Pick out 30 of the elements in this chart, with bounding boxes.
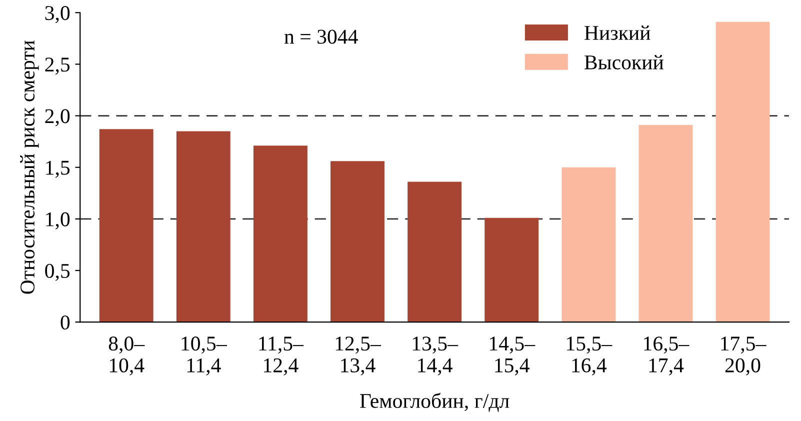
x-axis-title: Гемоглобин, г/дл <box>360 392 510 412</box>
bar <box>562 167 616 322</box>
bar <box>408 182 462 322</box>
y-tick-label: 2,0 <box>45 109 70 126</box>
x-tick-label: 14,5– 15,4 <box>490 336 536 376</box>
legend-label: Высокий <box>584 54 664 70</box>
x-tick-label: 11,5– 12,4 <box>259 336 304 376</box>
x-tick-label: 15,5– 16,4 <box>567 336 612 376</box>
bar <box>638 125 693 322</box>
x-tick-label: 17,5– 20,0 <box>721 336 766 376</box>
x-tick-label: 13,5– 14,4 <box>412 336 458 376</box>
annotation: n = 3044 <box>284 30 358 44</box>
x-tick-label: 8,0– 10,4 <box>108 336 145 376</box>
bar <box>484 218 539 322</box>
x-tick-label: 10,5– 11,4 <box>182 336 227 376</box>
y-tick-label: 1,0 <box>46 212 70 230</box>
x-tick-label: 16,5– 17,4 <box>644 336 690 376</box>
y-tick-label: 1,5 <box>46 160 70 178</box>
bar <box>716 22 770 322</box>
x-tick-label: 12,5– 13,4 <box>336 336 382 376</box>
y-tick-label: 0 <box>60 315 70 330</box>
y-tick-label: 3,0 <box>45 6 70 24</box>
bar <box>99 129 154 322</box>
bar <box>176 131 230 322</box>
bar <box>253 146 308 322</box>
legend-label: Низкий <box>584 26 650 40</box>
y-tick-label: 2,5 <box>45 58 70 75</box>
y-axis-title: Относительный риск смерти <box>20 40 39 294</box>
bar <box>330 161 384 322</box>
y-tick-label: 0,5 <box>45 264 70 281</box>
